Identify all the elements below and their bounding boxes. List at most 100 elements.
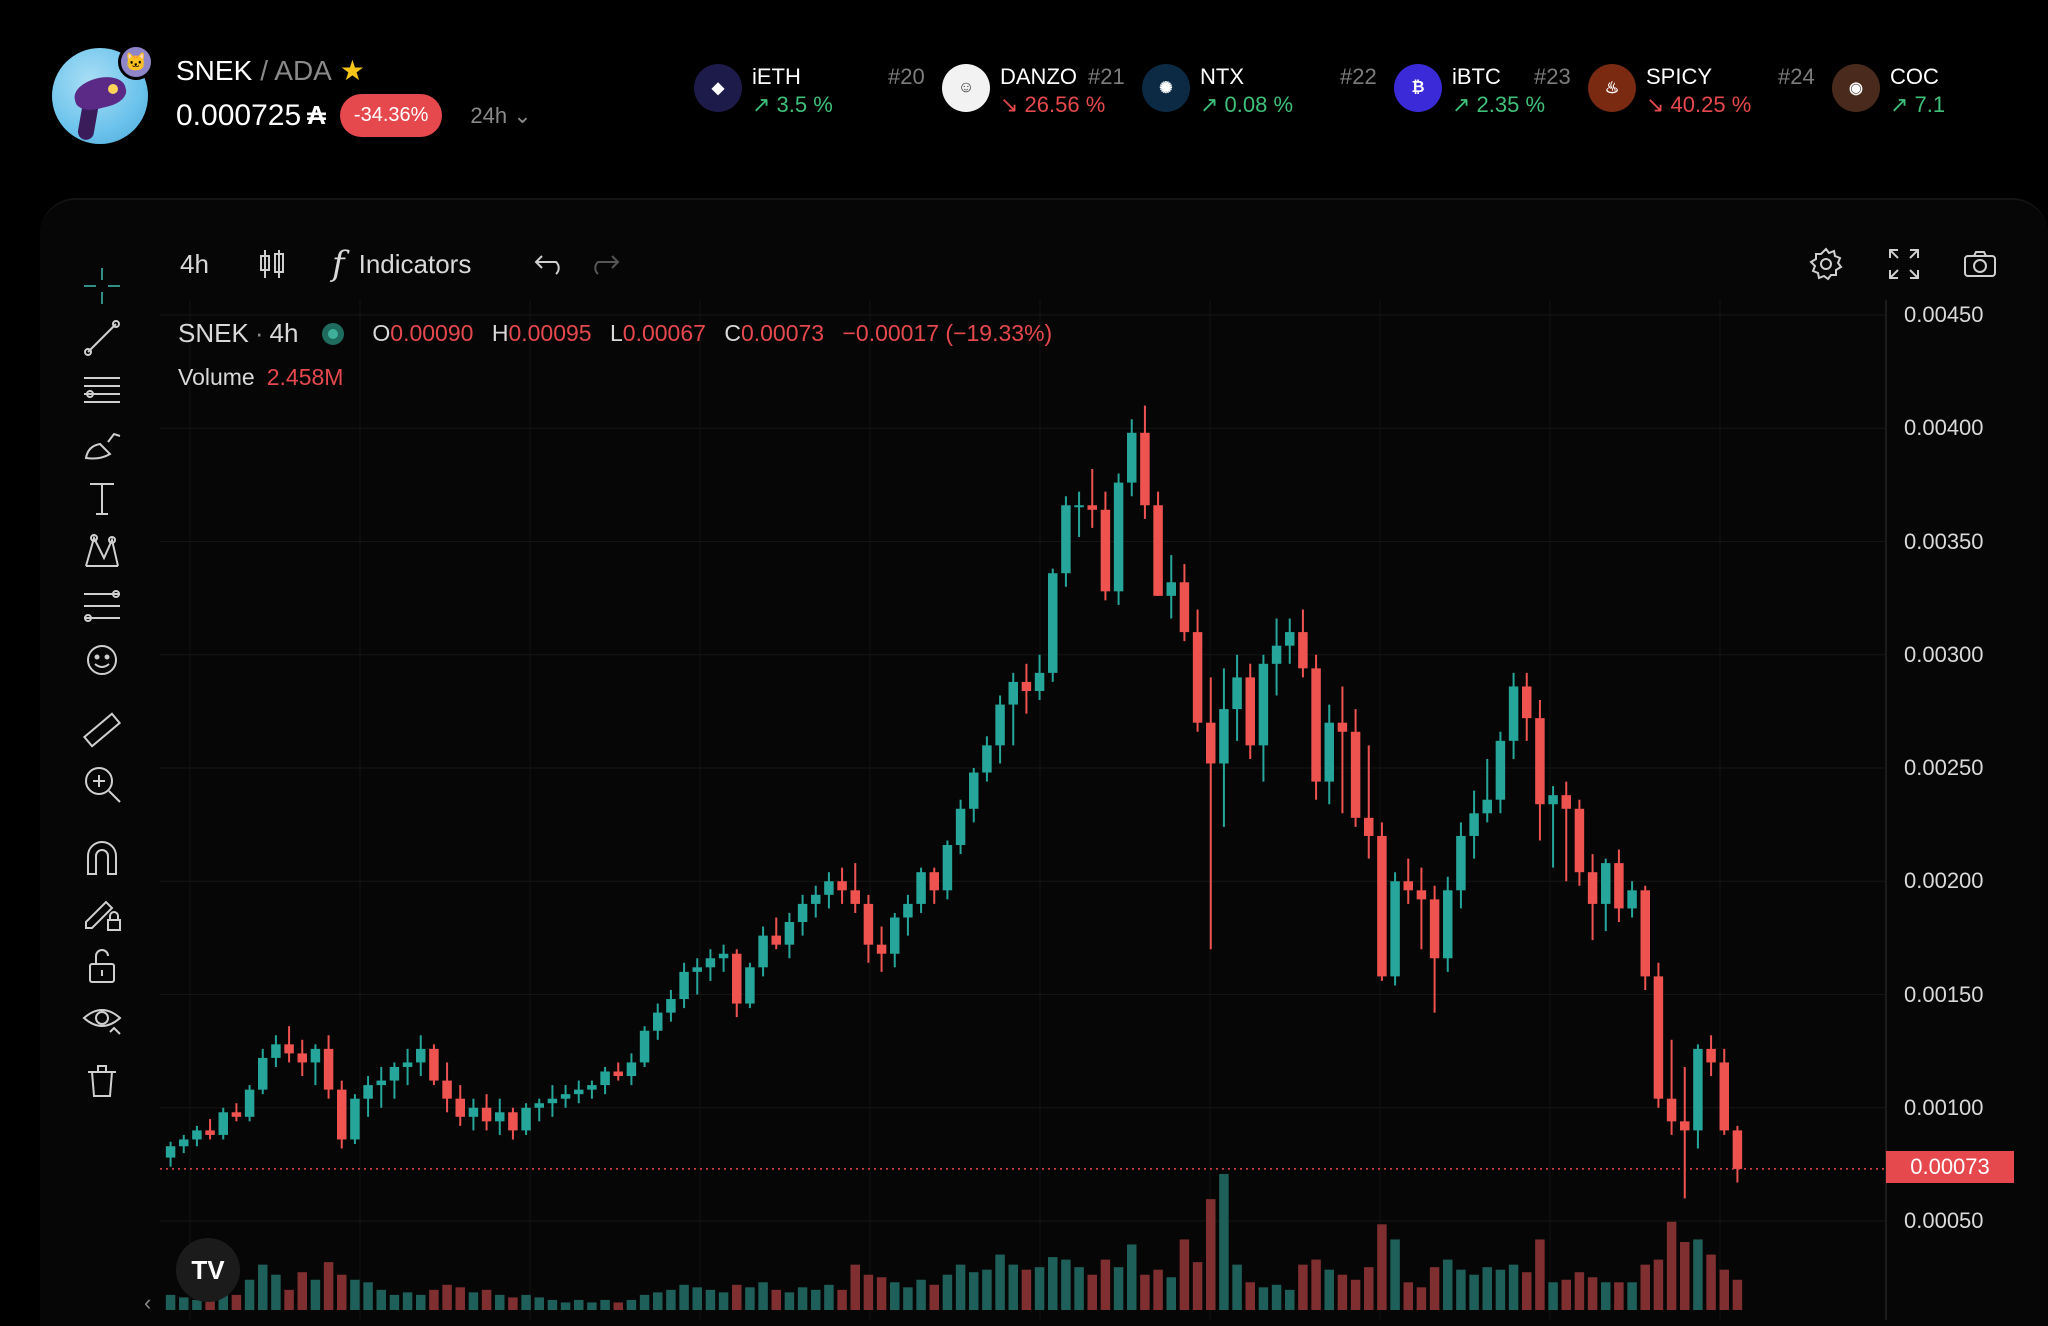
candle-body (363, 1085, 373, 1099)
settings-gear-icon[interactable] (1808, 236, 1844, 292)
candle-body (1285, 632, 1295, 646)
pair-symbol: SNEK (176, 54, 253, 86)
chevron-down-icon: ⌄ (513, 102, 532, 128)
ticker-item-ibtc[interactable]: #22 ₿ iBTC ↗ 2.35 % (1340, 60, 1590, 120)
ticker-name: COC (1890, 64, 1939, 89)
ticker-name: NTX (1200, 64, 1244, 89)
candle-body (429, 1048, 439, 1081)
volume-bar (297, 1272, 307, 1310)
low-value: 0.00067 (622, 320, 706, 346)
candle-body (1350, 731, 1361, 818)
pattern-icon[interactable] (74, 524, 130, 580)
trend-line-icon[interactable] (74, 310, 130, 366)
candle-body (811, 894, 821, 904)
change-value: −0.00017 (−19.33%) (842, 320, 1053, 346)
redo-icon[interactable] (586, 236, 622, 292)
volume-bar (192, 1299, 202, 1310)
fullscreen-icon[interactable] (1886, 236, 1922, 292)
range-label: 24h (470, 102, 508, 128)
candle-type-icon[interactable] (254, 236, 290, 292)
magnet-icon[interactable] (74, 830, 130, 886)
text-icon[interactable] (74, 470, 130, 526)
volume-bar (1140, 1274, 1150, 1310)
volume-bar (323, 1262, 334, 1310)
candle-body (534, 1103, 544, 1108)
volume-bar (1166, 1277, 1176, 1310)
candle-body (1021, 681, 1032, 691)
candle-body (784, 922, 795, 945)
volume-bar (416, 1294, 426, 1310)
ticker-change: ↘ 40.25 % (1646, 92, 1752, 117)
candle-body (1535, 718, 1545, 805)
ticker-change: ↘ 26.56 % (1000, 92, 1106, 117)
candle-body (1271, 645, 1282, 664)
volume-bar (363, 1282, 373, 1310)
volume-bar (705, 1289, 716, 1310)
volume-bar (1100, 1259, 1111, 1310)
favorite-star-icon[interactable]: ★ (339, 55, 365, 86)
undo-icon[interactable] (532, 236, 568, 292)
collapse-arrow-icon[interactable]: ‹ (144, 1290, 152, 1315)
candle-body (863, 903, 874, 945)
unlock-icon[interactable] (74, 938, 130, 994)
volume-bar (653, 1292, 663, 1310)
volume-bar (1390, 1239, 1400, 1310)
volume-bar (376, 1289, 386, 1310)
indicators-button[interactable]: f Indicators (332, 236, 471, 292)
eye-icon[interactable] (74, 992, 130, 1048)
ticker-item-coc[interactable]: #24 ◉ COC ↗ 7.1 (1778, 60, 2028, 120)
ethereum-icon: ◆ (694, 64, 742, 112)
candle-body (337, 1089, 347, 1140)
price-row: 0.000725 ₳ -34.36% 24h ⌄ (176, 94, 532, 137)
volume-bar (850, 1264, 860, 1310)
volume-bar (745, 1287, 755, 1310)
trash-icon[interactable] (74, 1052, 130, 1108)
candle-body (1390, 881, 1400, 977)
lock-drawing-icon[interactable] (74, 884, 130, 940)
ticker-name: iETH (752, 64, 801, 89)
volume-bar (1034, 1267, 1045, 1310)
volume-bar (508, 1297, 518, 1310)
emoji-icon[interactable] (74, 632, 130, 688)
candle-body (258, 1057, 268, 1090)
zoom-in-icon[interactable] (74, 756, 130, 812)
candle-body (1245, 677, 1255, 746)
screenshot-camera-icon[interactable] (1962, 236, 1998, 292)
candle-body (653, 1012, 663, 1031)
ticker-item-spicy[interactable]: #23 ♨ SPICY ↘ 40.25 % (1534, 60, 1784, 120)
volume-bar (1219, 1173, 1229, 1310)
ticker-change: ↗ 0.08 % (1200, 92, 1294, 117)
price-chart[interactable] (160, 300, 1888, 1320)
volume-bar (350, 1279, 360, 1310)
ticker-item-ieth[interactable]: ◆ iETH ↗ 3.5 % (660, 60, 890, 120)
token-ticker: ◆ iETH ↗ 3.5 % #20 ☺ DANZO ↘ 26.56 % #21 ✺ NTX ↗ 0… (660, 60, 2048, 120)
volume-bar (1179, 1239, 1190, 1310)
candle-body (1337, 722, 1348, 732)
fib-icon[interactable] (74, 578, 130, 634)
candle-body (1416, 890, 1427, 900)
horizontal-lines-icon[interactable] (74, 362, 130, 418)
ruler-icon[interactable] (74, 702, 130, 758)
volume-bar (1469, 1274, 1479, 1310)
ticker-change: ↗ 3.5 % (752, 92, 833, 117)
candle-body (560, 1094, 571, 1099)
range-selector[interactable]: 24h ⌄ (470, 103, 531, 129)
candle-body (1706, 1048, 1716, 1063)
volume-bar (903, 1287, 913, 1310)
volume-bar (1061, 1259, 1071, 1310)
candle-body (732, 953, 742, 1004)
volume-bar (1719, 1269, 1729, 1310)
volume-bar (258, 1264, 268, 1310)
token-header: 🐱 SNEK / ADA ★ 0.000725 ₳ -34.36% 24h ⌄ … (0, 0, 2048, 180)
candle-body (916, 872, 926, 904)
volume-bar (1258, 1287, 1269, 1310)
crosshair-icon[interactable] (74, 258, 130, 314)
ticker-item-danzo[interactable]: #20 ☺ DANZO ↘ 26.56 % (888, 60, 1138, 120)
volume-bar (442, 1284, 452, 1310)
volume-bar (679, 1284, 689, 1310)
candle-body (995, 704, 1005, 746)
interval-button[interactable]: 4h (180, 236, 209, 292)
brush-icon[interactable] (74, 416, 130, 472)
ticker-item-ntx[interactable]: #21 ✺ NTX ↗ 0.08 % (1088, 60, 1338, 120)
tradingview-logo-icon[interactable]: TV (176, 1238, 240, 1302)
